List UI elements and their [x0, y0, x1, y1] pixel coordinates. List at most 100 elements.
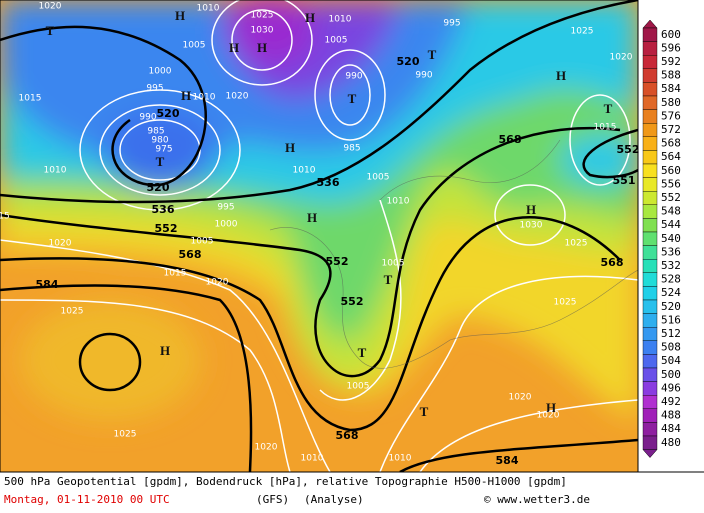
- geopotential-label: 568: [336, 429, 359, 442]
- legend-swatch: [642, 422, 658, 437]
- legend-label: 552: [661, 191, 681, 204]
- legend-swatch: [642, 354, 658, 369]
- legend-swatch: [642, 408, 658, 423]
- legend-swatch: [642, 55, 658, 70]
- geopotential-label: 536: [152, 203, 175, 216]
- legend-swatch: [642, 82, 658, 97]
- isobar-label: 995: [217, 203, 234, 213]
- isobar-label: 1005: [191, 237, 214, 247]
- legend-swatch: [642, 136, 658, 151]
- legend-swatch: [642, 245, 658, 260]
- legend-label: 548: [661, 205, 681, 218]
- legend-swatch: [642, 286, 658, 301]
- legend-label: 592: [661, 55, 681, 68]
- isobar-label: 1020: [255, 443, 278, 453]
- geopotential-label: 568: [179, 248, 202, 261]
- pressure-center-label: H: [257, 40, 267, 55]
- legend-label: 560: [661, 164, 681, 177]
- pressure-center-label: H: [307, 210, 317, 225]
- isobar-label: 1020: [49, 239, 72, 249]
- legend-label: 576: [661, 109, 681, 122]
- isobar-label: 1025: [251, 11, 274, 21]
- isobar-label: 990: [139, 113, 156, 123]
- legend-label: 492: [661, 395, 681, 408]
- isobar-label: 1005: [347, 382, 370, 392]
- isobar-label: 975: [155, 145, 172, 155]
- coastlines: [269, 139, 638, 369]
- legend-label: 512: [661, 327, 681, 340]
- geopotential-label: 536: [317, 176, 340, 189]
- pressure-center-label: T: [348, 91, 357, 106]
- geopotential-label: 520: [157, 107, 180, 120]
- isobar-label: 1005: [183, 41, 206, 51]
- isobar-label: 1010: [329, 15, 352, 25]
- isobar-label: 1025: [61, 307, 84, 317]
- pressure-center-label: T: [604, 101, 613, 116]
- legend-swatch: [642, 299, 658, 314]
- footer-description: 500 hPa Geopotential [gpdm], Bodendruck …: [4, 475, 567, 488]
- legend-label: 480: [661, 436, 681, 449]
- legend-swatch: [642, 272, 658, 287]
- legend-swatch: [642, 367, 658, 382]
- legend-swatch: [642, 27, 658, 42]
- isobar-label: 1015: [594, 123, 617, 133]
- isobar-label: 1010: [293, 166, 316, 176]
- legend-label: 536: [661, 245, 681, 258]
- legend-label: 564: [661, 150, 681, 163]
- isobar-label: 1000: [149, 67, 172, 77]
- geopotential-label: 552: [155, 222, 178, 235]
- legend-label: 516: [661, 313, 681, 326]
- pressure-center-label: T: [428, 47, 437, 62]
- geopotential-label: 552: [326, 255, 349, 268]
- legend-swatch: [642, 150, 658, 165]
- legend-label: 572: [661, 123, 681, 136]
- isobars: [0, 0, 638, 472]
- pressure-center-label: T: [46, 23, 55, 38]
- isobar-label: 1020: [39, 2, 62, 12]
- legend: 6005965925885845805765725685645605565525…: [642, 19, 681, 458]
- pressure-center-label: H: [305, 10, 315, 25]
- legend-label: 584: [661, 82, 681, 95]
- legend-label: 488: [661, 409, 681, 422]
- geopotential-label: 552: [341, 295, 364, 308]
- legend-label: 556: [661, 177, 681, 190]
- legend-label: 596: [661, 41, 681, 54]
- legend-swatch: [642, 41, 658, 56]
- legend-swatch: [642, 190, 658, 205]
- legend-swatch: [642, 163, 658, 178]
- geopotential-label: 584: [36, 278, 59, 291]
- isobar-label: 1010: [197, 4, 220, 14]
- isobar-label: 1020: [206, 278, 229, 288]
- legend-swatch: [642, 435, 658, 450]
- legend-arrow-top: [642, 19, 658, 29]
- geopotential-label: 568: [499, 133, 522, 146]
- isobar-label: 1030: [251, 26, 274, 36]
- legend-label: 524: [661, 286, 681, 299]
- isobar-label: 995: [443, 19, 460, 29]
- pressure-center-label: T: [156, 154, 165, 169]
- legend-swatch: [642, 204, 658, 219]
- isobar-label: 1030: [520, 221, 543, 231]
- legend-swatch: [642, 313, 658, 328]
- pressure-center-label: H: [526, 202, 536, 217]
- legend-swatch: [642, 95, 658, 110]
- isobar-label: 990: [345, 72, 362, 82]
- isobar-label: 980: [151, 136, 168, 146]
- pressure-center-label: H: [546, 400, 556, 415]
- legend-label: 544: [661, 218, 681, 231]
- pressure-center-label: H: [229, 40, 239, 55]
- isobar-label: 1005: [382, 259, 405, 269]
- legend-label: 500: [661, 368, 681, 381]
- geopotential-label: 520: [147, 181, 170, 194]
- isobar-label: 1015: [19, 94, 42, 104]
- isobar-label: 985: [147, 127, 164, 137]
- geopotential-label: 568: [601, 256, 624, 269]
- isobar-label: 1010: [193, 93, 216, 103]
- isobar-label: 1025: [554, 298, 577, 308]
- legend-label: 600: [661, 28, 681, 41]
- isobar-label: 1010: [387, 197, 410, 207]
- legend-label: 568: [661, 137, 681, 150]
- legend-label: 528: [661, 273, 681, 286]
- isobar-label: 1020: [509, 393, 532, 403]
- geopotential-label: 520: [397, 55, 420, 68]
